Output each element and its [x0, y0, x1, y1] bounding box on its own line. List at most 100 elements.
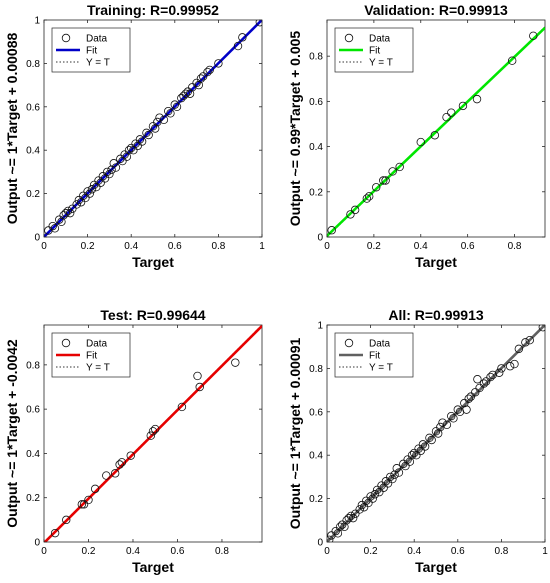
x-tick-label: 0.6	[168, 241, 182, 252]
data-point	[111, 163, 121, 172]
y-tick-label: 0.4	[309, 142, 323, 153]
y-tick-label: 0.2	[309, 187, 323, 198]
x-axis-label: Target	[415, 254, 457, 270]
fit-line	[44, 325, 262, 542]
data-point	[372, 183, 381, 192]
data-point	[133, 141, 142, 151]
x-tick-label: 0.2	[81, 241, 95, 252]
chart-panel-4: 0 0.2 0.4 0.6 0.8 1 0 0.2 0.4 0.6 0.8 1 All: R=0.999…	[287, 307, 548, 575]
data-point	[458, 101, 468, 111]
y-tick-label: 0.8	[26, 360, 40, 371]
data-point	[510, 359, 519, 369]
x-tick-label: 0.4	[407, 546, 421, 557]
data-point	[538, 325, 545, 332]
data-point	[194, 80, 203, 90]
legend-label: Data	[369, 339, 391, 350]
data-point	[179, 91, 188, 101]
data-point	[414, 444, 423, 453]
legend-label: Y = T	[369, 58, 393, 69]
data-point	[410, 448, 419, 458]
data-point	[122, 152, 132, 161]
data-point	[379, 483, 388, 492]
data-point	[342, 516, 351, 525]
y-tick-label: 0.6	[309, 97, 323, 108]
data-point	[481, 377, 491, 386]
data-point	[44, 226, 53, 235]
y-tick-label: 0	[317, 538, 323, 549]
chart-title: Test: R=0.99644	[100, 307, 205, 323]
y-tick-label: 0.8	[309, 364, 323, 375]
data-point	[350, 205, 360, 215]
x-tick-label: 0.8	[211, 241, 225, 252]
data-point	[355, 505, 364, 514]
legend-label: Fit	[369, 351, 380, 362]
data-point	[172, 102, 182, 111]
data-point	[507, 56, 517, 65]
plot-content	[44, 20, 262, 237]
legend-label: Data	[369, 34, 391, 45]
data-point	[65, 208, 75, 218]
x-tick-label: 0	[41, 241, 47, 252]
data-point	[159, 115, 169, 125]
chart-title: All: R=0.99913	[388, 307, 484, 323]
data-point	[164, 106, 173, 116]
y-tick-label: 0.8	[26, 59, 40, 70]
data-point	[255, 20, 262, 27]
data-point	[392, 464, 401, 473]
data-point	[109, 159, 118, 168]
data-point	[129, 145, 138, 155]
x-tick-label: 0.4	[414, 241, 428, 252]
y-tick-label: 0.4	[26, 146, 40, 157]
fit-line	[44, 20, 262, 237]
data-point	[395, 162, 404, 172]
legend-label: Y = T	[86, 363, 110, 374]
x-tick-label: 0.8	[215, 546, 229, 557]
data-point	[233, 41, 243, 51]
data-point	[453, 405, 462, 414]
data-point	[375, 487, 384, 497]
data-point	[472, 94, 482, 104]
data-point	[333, 529, 343, 538]
x-tick-label: 0.6	[461, 241, 475, 252]
data-point	[48, 221, 57, 231]
data-point	[442, 420, 452, 430]
data-point	[105, 169, 114, 179]
y-tick-label: 0	[34, 233, 40, 244]
data-point	[346, 511, 356, 521]
data-point	[150, 124, 160, 133]
data-point	[55, 215, 64, 224]
legend-marker-data	[61, 33, 71, 43]
data-point	[364, 192, 374, 201]
data-point	[442, 112, 451, 122]
data-point	[87, 185, 97, 194]
data-point	[144, 130, 153, 140]
data-point	[327, 535, 334, 542]
data-point	[72, 200, 81, 209]
legend-label: Y = T	[86, 58, 110, 69]
y-tick-label: 0	[34, 538, 40, 549]
data-point	[118, 156, 127, 166]
data-point	[153, 117, 162, 127]
data-point	[495, 368, 504, 377]
data-point	[238, 33, 247, 42]
data-point	[120, 150, 129, 159]
chart-panel-3: 0 0.2 0.4 0.6 0.8 0 0.2 0.4 0.6 0.8 Test: R=0.9964…	[4, 307, 263, 575]
data-point	[418, 440, 428, 449]
data-point	[181, 89, 190, 98]
data-point	[90, 484, 100, 494]
data-point	[370, 490, 380, 499]
data-point	[166, 109, 175, 118]
data-point	[386, 472, 395, 482]
x-axis-label: Target	[132, 254, 174, 270]
x-tick-label: 0.8	[494, 546, 508, 557]
data-point	[529, 31, 538, 41]
data-point	[525, 335, 534, 345]
legend-label: Fit	[369, 46, 380, 57]
x-axis-label: Target	[132, 559, 174, 575]
data-point	[338, 520, 347, 529]
y-tick-label: 0.8	[309, 52, 323, 63]
data-point	[416, 446, 425, 456]
